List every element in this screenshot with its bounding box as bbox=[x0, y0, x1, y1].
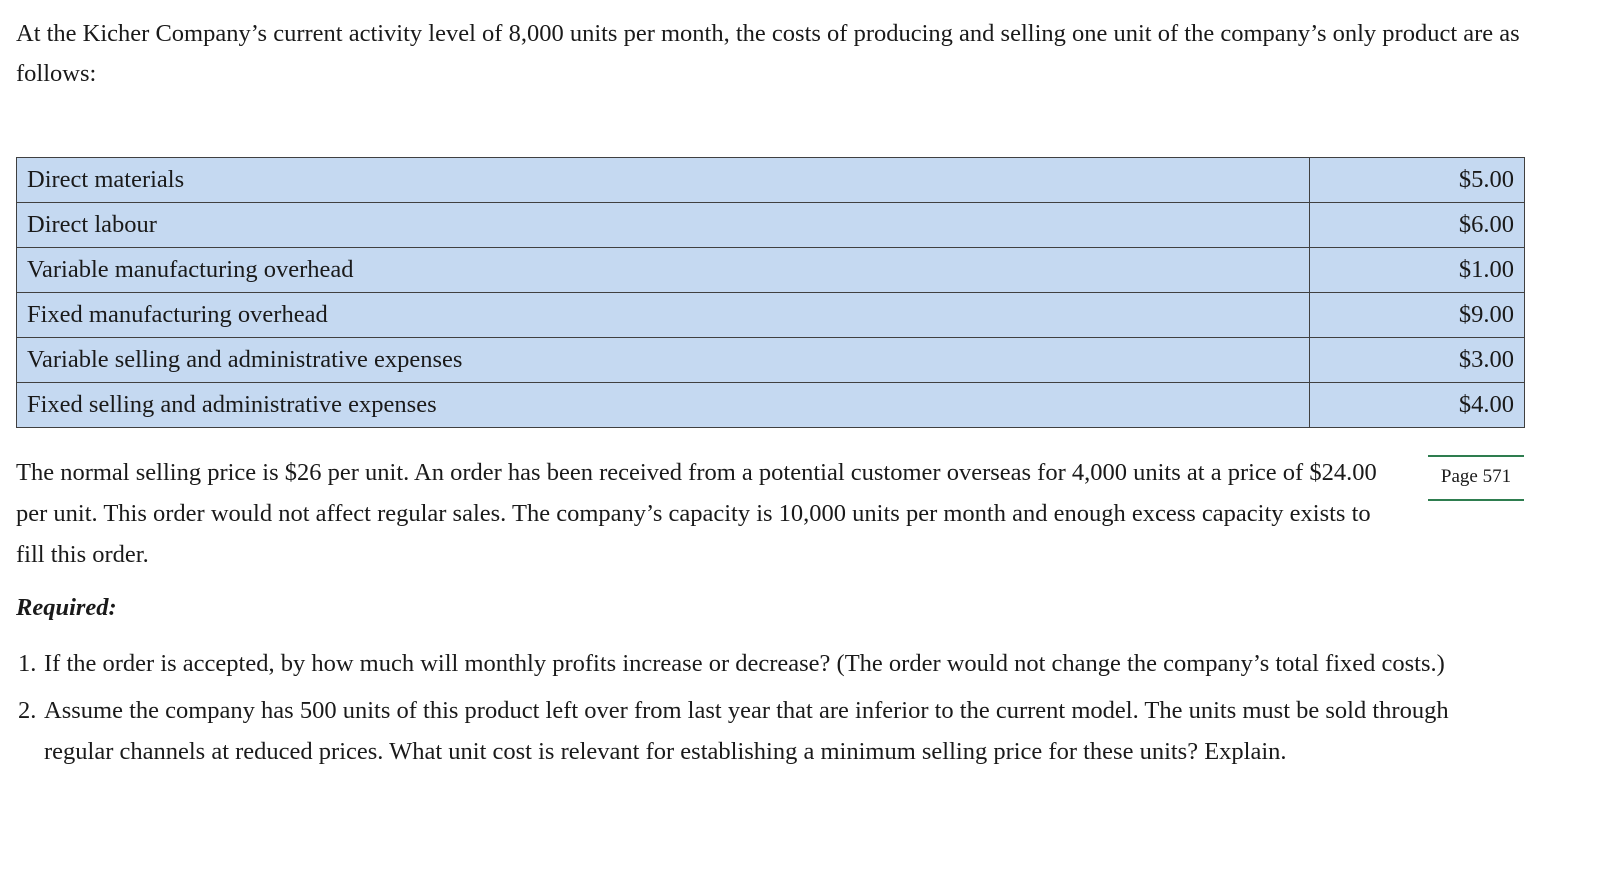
question-text: If the order is accepted, by how much wi… bbox=[44, 650, 1445, 677]
intro-paragraph: At the Kicher Company’s current activity… bbox=[16, 20, 1520, 87]
cost-amount: $4.00 bbox=[1309, 382, 1525, 428]
cost-label: Direct materials bbox=[16, 157, 1310, 203]
table-row: Fixed manufacturing overhead $9.00 bbox=[16, 292, 1525, 338]
cost-amount: $9.00 bbox=[1309, 292, 1525, 338]
question-item: 2. Assume the company has 500 units of t… bbox=[16, 690, 1496, 772]
question-number: 2. bbox=[18, 697, 37, 724]
table-row: Variable manufacturing overhead $1.00 bbox=[16, 247, 1525, 293]
question-text: Assume the company has 500 units of this… bbox=[44, 697, 1449, 765]
cost-amount: $5.00 bbox=[1309, 157, 1525, 203]
cost-label: Variable manufacturing overhead bbox=[16, 247, 1310, 293]
table-row: Direct materials $5.00 bbox=[16, 157, 1525, 203]
page-reference-marker: Page 571 bbox=[1428, 455, 1524, 501]
cost-label: Fixed selling and administrative expense… bbox=[16, 382, 1310, 428]
cost-amount: $3.00 bbox=[1309, 337, 1525, 383]
table-row: Direct labour $6.00 bbox=[16, 202, 1525, 248]
question-number: 1. bbox=[18, 650, 37, 677]
questions-list: 1. If the order is accepted, by how much… bbox=[16, 643, 1496, 778]
cost-label: Variable selling and administrative expe… bbox=[16, 337, 1310, 383]
cost-label: Direct labour bbox=[16, 202, 1310, 248]
cost-amount: $1.00 bbox=[1309, 247, 1525, 293]
table-row: Variable selling and administrative expe… bbox=[16, 337, 1525, 383]
cost-table: Direct materials $5.00 Direct labour $6.… bbox=[16, 157, 1525, 428]
required-heading: Required: bbox=[16, 594, 117, 621]
order-paragraph: The normal selling price is $26 per unit… bbox=[16, 459, 1377, 568]
cost-label: Fixed manufacturing overhead bbox=[16, 292, 1310, 338]
cost-amount: $6.00 bbox=[1309, 202, 1525, 248]
question-item: 1. If the order is accepted, by how much… bbox=[16, 643, 1496, 684]
table-row: Fixed selling and administrative expense… bbox=[16, 382, 1525, 428]
